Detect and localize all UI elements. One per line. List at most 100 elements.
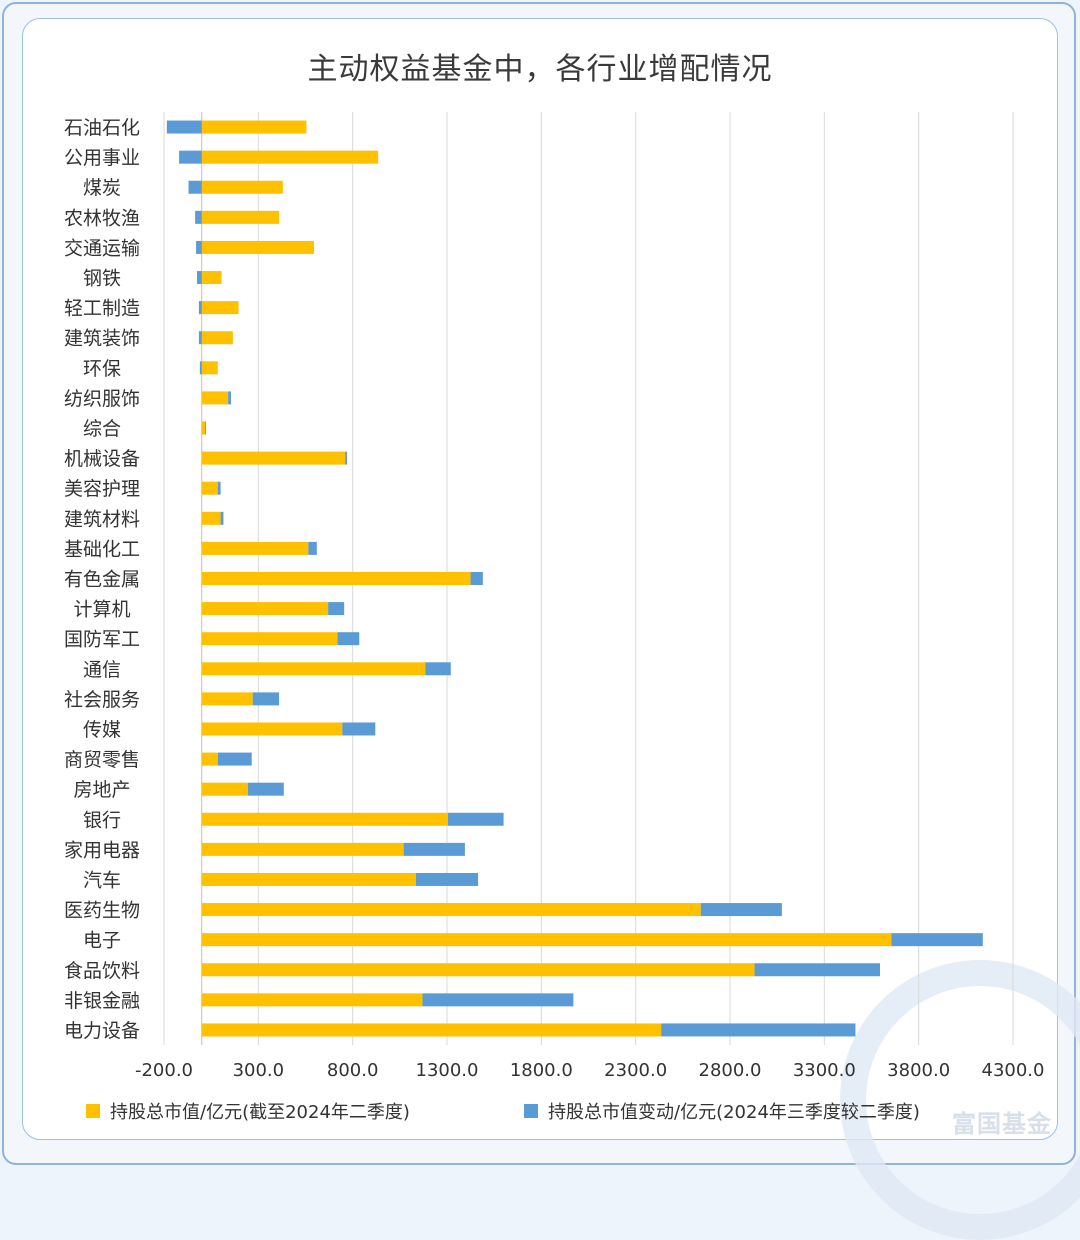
legend-item-change: 持股总市值变动/亿元(2024年三季度较二季度) [524, 1098, 920, 1124]
bar-holding [201, 602, 329, 616]
bar-change [328, 602, 345, 616]
category-label: 国防军工 [64, 629, 140, 651]
bar-change [188, 180, 202, 194]
bar-holding [201, 903, 701, 917]
category-label: 有色金属 [64, 569, 140, 591]
bar-holding [201, 391, 229, 405]
x-tick-label: 1800.0 [510, 1060, 573, 1081]
bar-holding [201, 120, 307, 134]
category-label: 钢铁 [83, 268, 121, 290]
bar-change [179, 150, 202, 164]
bar-change [217, 752, 252, 766]
bar-change [166, 120, 202, 134]
x-tick-label: 300.0 [233, 1060, 285, 1081]
x-tick-label: -200.0 [135, 1060, 193, 1081]
bar-change [217, 481, 221, 495]
bar-change [228, 391, 231, 405]
category-label: 环保 [83, 358, 121, 380]
bar-holding [201, 963, 755, 977]
bar-change [700, 903, 782, 917]
bar-holding [201, 481, 218, 495]
category-label: 交通运输 [64, 237, 140, 259]
category-label: 房地产 [73, 779, 130, 801]
category-label: 美容护理 [64, 478, 140, 500]
bar-change [198, 331, 202, 345]
category-label: 电力设备 [64, 1020, 140, 1042]
bar-holding [201, 842, 404, 856]
bar-change [425, 662, 451, 676]
x-tick-label: 800.0 [327, 1060, 379, 1081]
bar-change [403, 842, 465, 856]
category-label: 医药生物 [64, 900, 140, 922]
bar-holding [201, 331, 233, 345]
bar-holding [201, 180, 283, 194]
bar-holding [201, 421, 206, 435]
category-label: 食品饮料 [64, 960, 140, 982]
bar-change [247, 782, 284, 796]
bar-holding [201, 240, 314, 254]
bar-change [422, 993, 574, 1007]
category-label: 煤炭 [83, 177, 121, 199]
category-label: 建筑材料 [64, 508, 140, 530]
bar-holding [201, 1023, 662, 1037]
bar-holding [201, 933, 892, 947]
bar-change [661, 1023, 856, 1037]
bar-holding [201, 993, 423, 1007]
category-label: 基础化工 [64, 538, 140, 560]
chart-card [22, 18, 1058, 1140]
bar-holding [201, 301, 239, 315]
bar-holding [201, 782, 248, 796]
bar-change [195, 210, 202, 224]
bar-change [252, 692, 280, 706]
category-label: 家用电器 [64, 839, 140, 861]
bar-holding [201, 812, 448, 826]
watermark-text: 富国基金 [952, 1110, 1052, 1138]
bar-change [754, 963, 880, 977]
category-labels: 石油石化公用事业煤炭农林牧渔交通运输钢铁轻工制造建筑装饰环保纺织服饰综合机械设备… [64, 117, 140, 1042]
category-label: 银行 [83, 809, 121, 831]
bar-change [342, 722, 376, 736]
category-label: 综合 [83, 418, 121, 440]
bar-holding [201, 150, 379, 164]
legend-item-holding: 持股总市值/亿元(截至2024年二季度) [86, 1098, 410, 1124]
category-label: 农林牧渔 [64, 207, 140, 229]
bar-change [891, 933, 983, 947]
category-label: 非银金融 [64, 990, 140, 1012]
bars [166, 120, 983, 1037]
legend-label-holding: 持股总市值/亿元(截至2024年二季度) [110, 1102, 410, 1123]
x-tick-label: 3800.0 [887, 1060, 950, 1081]
x-tick-label: 4300.0 [982, 1060, 1045, 1081]
x-tick-label: 1300.0 [416, 1060, 479, 1081]
x-tick-label: 3300.0 [793, 1060, 856, 1081]
category-label: 轻工制造 [64, 298, 140, 320]
category-label: 纺织服饰 [64, 388, 140, 410]
bar-holding [201, 271, 222, 285]
bar-holding [201, 511, 221, 525]
bar-holding [201, 662, 426, 676]
bar-change [205, 421, 207, 435]
legend: 持股总市值/亿元(截至2024年二季度) 持股总市值变动/亿元(2024年三季度… [80, 1098, 1040, 1124]
bar-holding [201, 451, 346, 465]
category-label: 电子 [83, 930, 121, 952]
legend-swatch-holding [86, 1104, 100, 1118]
x-tick-label: 2300.0 [604, 1060, 667, 1081]
category-label: 汽车 [83, 869, 121, 891]
bar-change [220, 511, 224, 525]
bar-change [345, 451, 348, 465]
category-label: 建筑装饰 [64, 328, 140, 350]
bar-holding [201, 541, 309, 555]
legend-swatch-change [524, 1104, 538, 1118]
bar-change [337, 632, 360, 646]
category-label: 社会服务 [64, 689, 140, 711]
legend-label-change: 持股总市值变动/亿元(2024年三季度较二季度) [548, 1102, 920, 1123]
x-tick-labels: -200.0 300.0 800.0 1300.0 1800.0 2300.0 2800.0… [135, 1060, 1045, 1081]
category-label: 通信 [83, 659, 121, 681]
bar-holding [201, 361, 218, 375]
category-label: 公用事业 [64, 147, 140, 169]
bar-change [196, 240, 202, 254]
category-label: 机械设备 [64, 448, 140, 470]
x-tick-label: 2800.0 [699, 1060, 762, 1081]
bar-change [308, 541, 317, 555]
bar-change [447, 812, 504, 826]
category-label: 商贸零售 [64, 749, 140, 771]
